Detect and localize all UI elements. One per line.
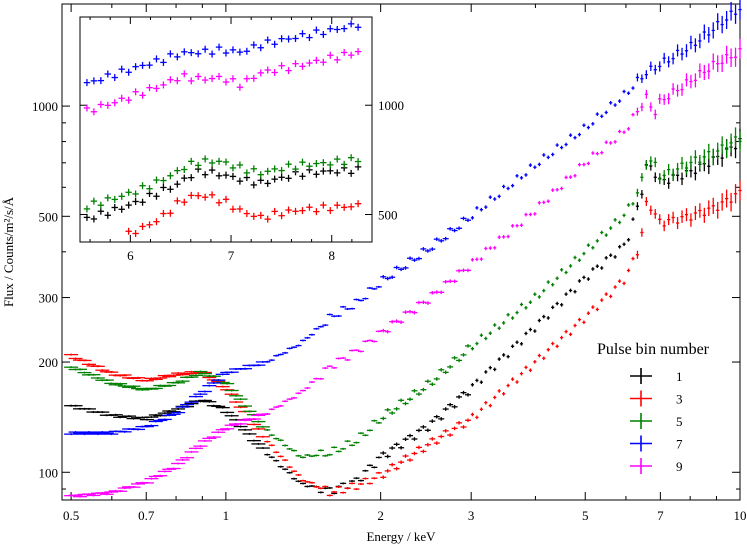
legend-item-9: 9 — [630, 458, 683, 474]
legend-item-5: 5 — [630, 413, 683, 429]
y-tick-label: 100 — [39, 465, 59, 480]
inset-y-tick-label: 1000 — [378, 98, 404, 113]
y-tick-label: 300 — [39, 291, 59, 306]
series-5 — [64, 127, 742, 459]
y-tick-label: 500 — [39, 209, 59, 224]
y-tick-label: 1000 — [32, 99, 58, 114]
legend-label-1: 1 — [676, 369, 683, 384]
series-9 — [64, 38, 742, 498]
y-axis-title: Flux / Counts/m²/s/Å — [1, 196, 16, 307]
main-axis-ticks: 0.5 0.7 1 2 3 5 7 10 100 200 300 500 1000 — [32, 4, 747, 523]
x-tick-label: 5 — [582, 508, 589, 523]
legend: Pulse bin number 1 3 5 7 9 — [597, 341, 710, 474]
inset-y-tick-label: 500 — [378, 208, 398, 223]
inset-series-7 — [83, 20, 362, 87]
inset-x-tick-label: 6 — [127, 248, 134, 263]
legend-item-7: 7 — [630, 435, 683, 452]
main-plot-series — [64, 0, 742, 498]
series-1 — [64, 128, 742, 495]
series-7 — [64, 0, 742, 436]
inset-x-tick-label: 8 — [328, 248, 335, 263]
main-plot: 0.5 0.7 1 2 3 5 7 10 100 200 300 500 1000 — [32, 0, 747, 523]
legend-title: Pulse bin number — [597, 341, 710, 358]
x-tick-label: 3 — [468, 508, 475, 523]
inset-plot: 6 7 8 500 1000 — [79, 16, 404, 263]
inset-axis-ticks: 6 7 8 500 1000 — [80, 17, 404, 263]
x-tick-label: 2 — [377, 508, 384, 523]
legend-label-9: 9 — [676, 459, 683, 474]
legend-items: 1 3 5 7 9 — [630, 368, 683, 474]
x-tick-label: 1 — [223, 508, 230, 523]
inset-plot-series — [83, 20, 362, 238]
legend-item-3: 3 — [630, 390, 683, 407]
inset-series-5 — [83, 154, 362, 213]
x-tick-label: 7 — [657, 508, 664, 523]
inset-series-3 — [125, 191, 362, 238]
legend-label-7: 7 — [676, 437, 683, 452]
inset-series-9 — [83, 48, 362, 116]
legend-label-3: 3 — [676, 392, 683, 407]
x-axis-title: Energy / keV — [366, 529, 436, 544]
series-3 — [64, 180, 742, 497]
x-tick-label: 0.7 — [138, 508, 155, 523]
y-tick-label: 200 — [39, 355, 59, 370]
x-tick-label: 0.5 — [63, 508, 79, 523]
inset-x-tick-label: 7 — [228, 248, 235, 263]
legend-label-5: 5 — [676, 414, 683, 429]
legend-item-1: 1 — [630, 368, 683, 384]
x-tick-label: 10 — [734, 508, 747, 523]
inset-plot-frame — [79, 16, 373, 243]
